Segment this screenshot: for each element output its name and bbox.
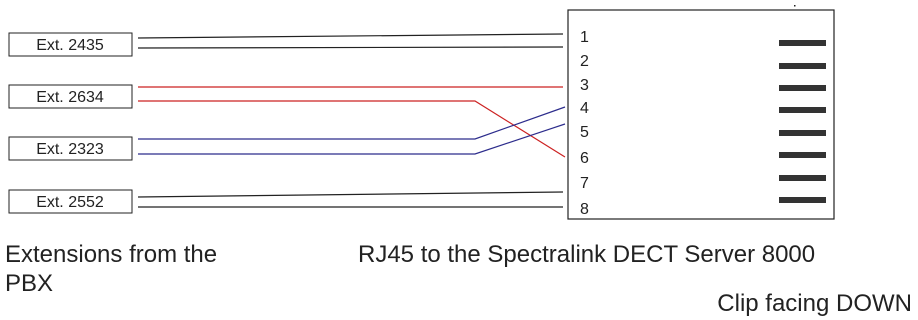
wire-2435-pin-1 [137,33,564,39]
caption-pbx-extensions: Extensions from the PBX [5,241,218,297]
extension-box-2634: Ext. 2634 [8,84,133,109]
extension-label-2435: Ext. 2435 [36,37,104,54]
wire-2634-pin-6 [138,100,566,158]
extension-label-2634: Ext. 2634 [36,89,104,106]
rj45-connector: 1 2 3 4 5 6 7 8 [567,5,835,220]
wire-pair-2323 [138,106,566,155]
extension-label-2552: Ext. 2552 [36,194,104,211]
caption-clip-orientation: Clip facing DOWN [717,290,912,317]
pin-number-2: 2 [580,53,589,70]
wire-2435-pin-2 [137,46,564,49]
extension-box-2435: Ext. 2435 [8,32,133,57]
contact-2 [779,63,826,69]
extension-box-2323: Ext. 2323 [8,136,133,161]
pin-number-5: 5 [580,124,589,141]
connector-corner-mark [794,5,796,7]
contact-5 [779,130,826,136]
wire-2552-pin-7 [137,191,564,198]
contact-7 [779,175,826,181]
contact-3 [779,85,826,91]
contact-8 [779,197,826,203]
contact-1 [779,40,826,46]
rj45-contacts [779,40,826,203]
wire-2323-pin-5 [138,123,566,155]
wire-2323-pin-4 [138,106,566,140]
extension-label-2323: Ext. 2323 [36,141,104,158]
wire-pair-2634 [138,86,566,158]
extension-box-2552: Ext. 2552 [8,189,133,214]
pin-number-1: 1 [580,29,589,46]
caption-rj45-server: RJ45 to the Spectralink DECT Server 8000 [358,241,816,268]
contact-4 [779,107,826,113]
wire-pair-2552 [137,191,564,208]
pin-number-7: 7 [580,175,589,192]
pin-number-8: 8 [580,201,589,218]
pin-number-6: 6 [580,150,589,167]
contact-6 [779,152,826,158]
pin-number-3: 3 [580,77,589,94]
wire-pair-2435 [137,33,564,49]
pin-number-4: 4 [580,100,589,117]
